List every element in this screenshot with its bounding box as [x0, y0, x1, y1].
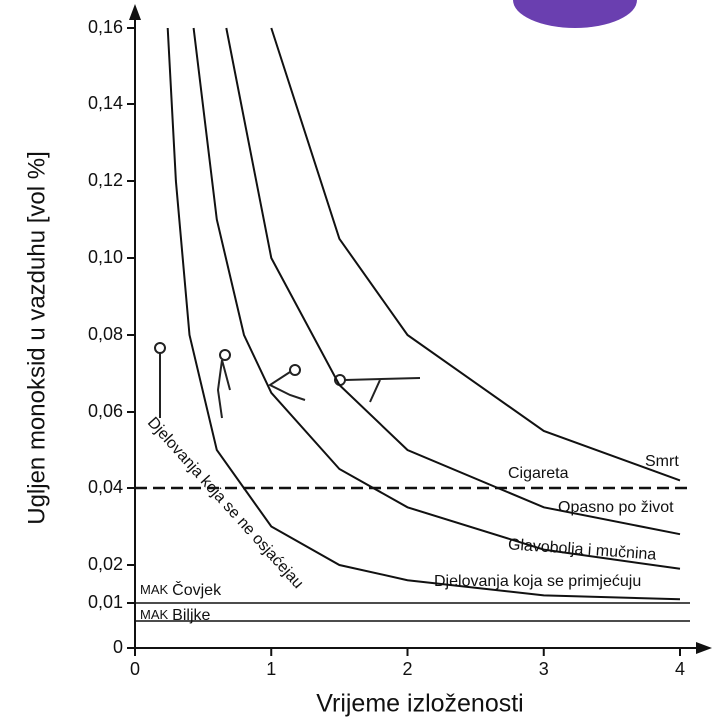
- x-axis-arrow: [696, 642, 712, 654]
- reference-prefix: MAK: [140, 582, 169, 597]
- y-tick-label: 0,08: [88, 324, 123, 344]
- annotation: Djelovanja koja se ne osjaćejau: [144, 414, 307, 592]
- x-tick-label: 2: [402, 659, 412, 679]
- y-tick-label: 0,10: [88, 247, 123, 267]
- y-tick-label: 0,01: [88, 592, 123, 612]
- curve: [166, 27, 681, 601]
- decorative-blob: [513, 0, 637, 28]
- reference-name: Biljke: [172, 607, 210, 624]
- y-tick-label: 0,04: [88, 477, 123, 497]
- y-axis-label: Ugljen monoksid u vazduhu [vol %]: [23, 151, 50, 525]
- x-tick-label: 3: [539, 659, 549, 679]
- y-axis-arrow: [129, 4, 141, 20]
- y-tick-label: 0,16: [88, 17, 123, 37]
- curve: [270, 27, 681, 482]
- reference-label: MAK Čovjek: [140, 580, 222, 599]
- y-tick-label: 0,02: [88, 554, 123, 574]
- curve-label: Djelovanja koja se primjećuju: [434, 573, 641, 590]
- x-axis-label: Vrijeme izloženosti: [316, 690, 523, 718]
- curve-label: Glavobolja i mučnina: [507, 536, 656, 563]
- reference-label: Cigareta: [508, 465, 569, 482]
- curve: [225, 27, 681, 536]
- y-tick-label: 0,14: [88, 93, 123, 113]
- y-tick-label: 0: [113, 637, 123, 657]
- figures: [154, 342, 421, 419]
- curve-label: Opasno po život: [558, 499, 674, 516]
- curve: [192, 27, 681, 570]
- reference-prefix: MAK: [140, 607, 169, 622]
- reference-name: Čovjek: [172, 580, 222, 599]
- y-tick-label: 0,12: [88, 170, 123, 190]
- reference-label: MAK Biljke: [140, 607, 211, 624]
- x-tick-label: 4: [675, 659, 685, 679]
- y-tick-label: 0,06: [88, 401, 123, 421]
- curve-label: Smrt: [645, 453, 679, 470]
- x-tick-label: 1: [266, 659, 276, 679]
- x-tick-label: 0: [130, 659, 140, 679]
